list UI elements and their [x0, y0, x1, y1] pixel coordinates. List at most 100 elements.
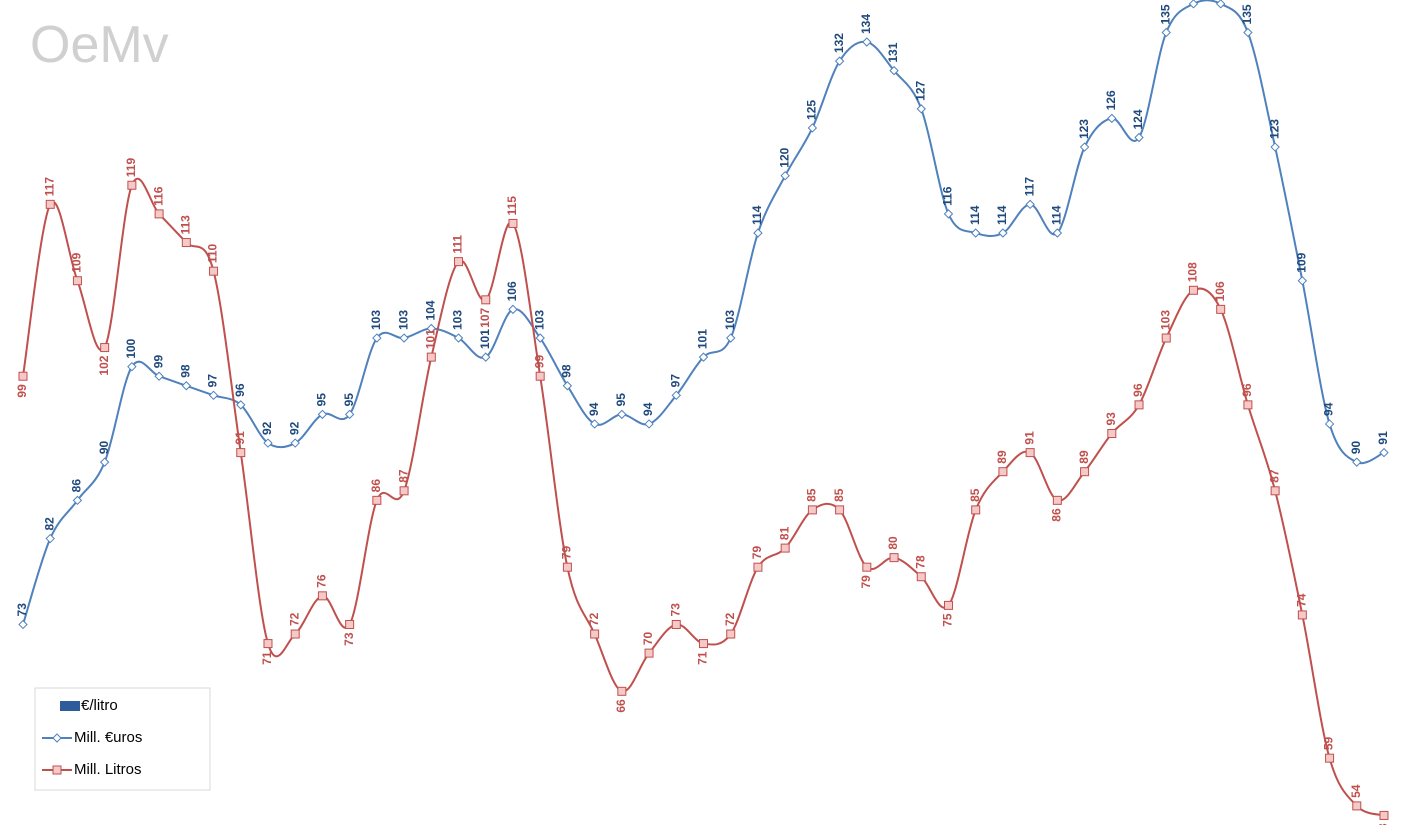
marker [943, 600, 953, 610]
value-label: 74 [1295, 593, 1309, 607]
value-label: 87 [396, 469, 410, 483]
marker [317, 591, 327, 601]
value-label: 89 [995, 450, 1009, 464]
value-label: 103 [369, 310, 383, 330]
marker [617, 686, 627, 696]
value-label: 96 [1131, 383, 1145, 397]
value-label: 87 [1267, 469, 1281, 483]
marker [263, 639, 273, 649]
value-label: 114 [750, 205, 764, 225]
marker [1243, 27, 1253, 38]
value-label: 135 [1240, 4, 1254, 24]
value-label: 127 [913, 81, 927, 101]
value-label: 103 [451, 310, 465, 330]
marker [1134, 132, 1144, 143]
marker [1025, 199, 1035, 210]
marker [671, 619, 681, 629]
marker [916, 104, 926, 114]
value-label: 100 [124, 338, 138, 358]
marker [1025, 448, 1035, 458]
marker [481, 295, 491, 305]
value-label: 134 [859, 14, 873, 34]
marker [671, 390, 681, 401]
marker [1352, 801, 1362, 811]
value-label: 107 [478, 308, 492, 328]
value-label: 106 [1213, 281, 1227, 301]
value-label: 72 [587, 612, 601, 626]
marker [72, 495, 83, 506]
value-label: 103 [723, 310, 737, 330]
value-label: 103 [1158, 310, 1172, 330]
marker [753, 562, 763, 572]
value-label: 109 [70, 252, 84, 272]
marker [453, 333, 464, 343]
value-label: 75 [941, 613, 955, 627]
value-label: 98 [178, 364, 192, 378]
value-label: 99 [532, 355, 546, 369]
value-label: 103 [396, 310, 410, 330]
marker [100, 343, 110, 353]
marker [780, 170, 790, 181]
value-label: 59 [1322, 736, 1336, 750]
marker [18, 619, 28, 630]
marker [1161, 333, 1171, 343]
marker [1188, 285, 1198, 295]
marker [236, 400, 246, 410]
marker [807, 505, 817, 515]
value-label: 115 [505, 196, 519, 216]
value-label: 123 [1267, 119, 1281, 139]
value-label: 79 [750, 546, 764, 560]
value-label: 79 [859, 575, 873, 589]
marker [862, 562, 872, 572]
value-label: 94 [587, 402, 601, 416]
value-label: 117 [42, 177, 56, 197]
marker [1379, 810, 1389, 820]
marker [481, 352, 491, 362]
value-label: 114 [1050, 205, 1064, 225]
legend-label: Mill. €uros [74, 729, 142, 746]
marker [562, 562, 572, 572]
value-label: 53 [1376, 823, 1390, 825]
marker [399, 486, 409, 496]
value-label: 85 [805, 488, 819, 502]
value-label: 81 [777, 526, 791, 540]
marker [1079, 142, 1090, 152]
value-label: 86 [1050, 508, 1064, 522]
marker [835, 505, 845, 515]
value-label: 103 [532, 310, 546, 330]
marker [1080, 467, 1090, 477]
marker [181, 238, 191, 248]
value-label: 73 [15, 603, 29, 617]
value-label: 110 [206, 243, 220, 263]
legend-label: €/litro [81, 697, 118, 714]
marker [181, 381, 192, 391]
marker [426, 323, 437, 334]
marker [1052, 228, 1063, 238]
value-label: 119 [124, 158, 138, 178]
value-label: 80 [886, 536, 900, 550]
marker [589, 419, 600, 429]
series-line [22, 177, 1385, 817]
value-label: 117 [1022, 177, 1036, 197]
value-label: 125 [805, 100, 819, 120]
value-label: 96 [233, 383, 247, 397]
marker [508, 304, 518, 315]
marker [699, 639, 708, 649]
value-label: 91 [233, 431, 247, 445]
marker [236, 448, 246, 458]
marker [127, 361, 137, 372]
marker [1297, 610, 1307, 620]
value-label: 120 [777, 147, 791, 167]
value-label: 135 [1158, 4, 1172, 24]
marker [317, 409, 328, 420]
marker [1107, 113, 1117, 124]
marker [943, 209, 954, 219]
value-label: 106 [505, 281, 519, 301]
marker [1134, 400, 1144, 410]
value-label: 73 [342, 632, 356, 646]
value-label: 116 [941, 186, 955, 206]
value-label: 108 [1186, 262, 1200, 282]
value-label: 99 [151, 355, 165, 369]
value-label: 99 [15, 384, 29, 398]
